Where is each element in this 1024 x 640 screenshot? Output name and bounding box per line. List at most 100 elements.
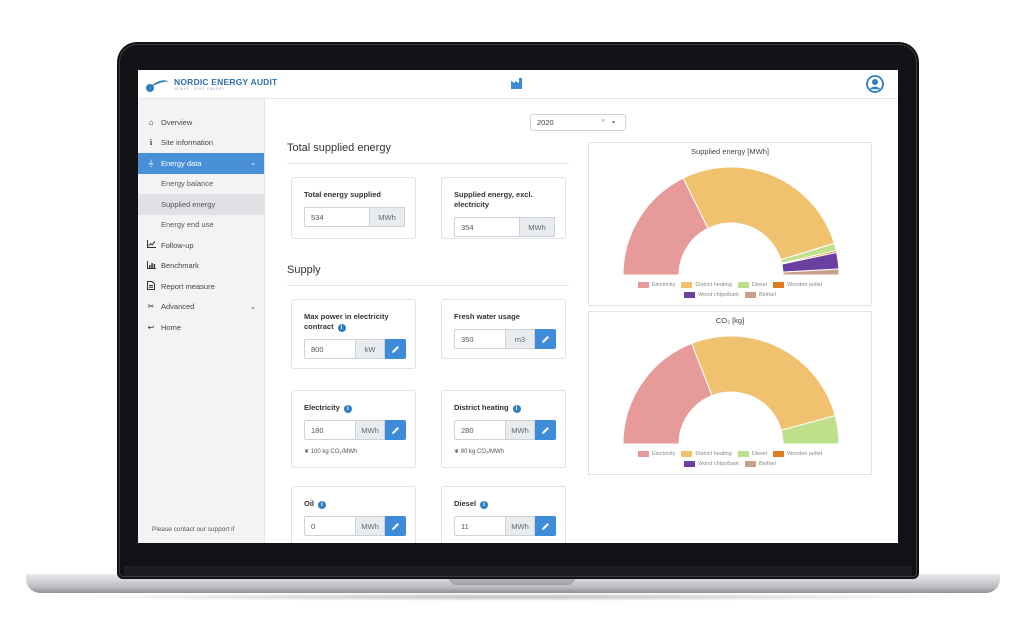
sidebar-item-report-measure[interactable]: Report measure <box>138 276 264 297</box>
area-chart-icon <box>146 240 156 250</box>
chart-legend: Electricity District heating Diesel Wood… <box>589 449 871 469</box>
unit-label: MWh <box>506 420 535 440</box>
brand-tagline: INTAKE · POST ENERGY <box>174 87 225 91</box>
diesel-input[interactable]: 11 <box>454 516 506 536</box>
document-icon <box>146 280 156 292</box>
brand-logo[interactable]: NORDIC ENERGY AUDIT INTAKE · POST ENERGY <box>146 75 277 95</box>
legend-item: Wooden pellet <box>773 282 822 288</box>
edit-button[interactable] <box>535 420 556 440</box>
card-total-energy: Total energy supplied 534 MWh <box>291 177 416 239</box>
max-power-input[interactable]: 800 <box>304 339 356 359</box>
donut-slice-diesel[interactable] <box>780 414 840 445</box>
electricity-input[interactable]: 180 <box>304 420 356 440</box>
info-icon[interactable]: i <box>512 405 521 413</box>
card-supplied-excl-electricity: Supplied energy, excl. electricity 354 MW… <box>441 177 566 239</box>
card-oil: Oil i 0 MWh <box>291 486 416 543</box>
section-divider <box>287 285 569 286</box>
edit-button[interactable] <box>535 516 556 536</box>
site-selector[interactable] <box>528 76 640 93</box>
info-icon[interactable]: i <box>480 501 489 509</box>
sidebar-item-label: Benchmark <box>161 261 199 271</box>
diesel-label: Diesel i <box>454 499 489 509</box>
sidebar-item-benchmark[interactable]: Benchmark <box>138 256 264 277</box>
card-diesel: Diesel i 11 MWh <box>441 486 566 543</box>
info-icon[interactable]: i <box>318 501 327 509</box>
factory-icon <box>511 78 522 89</box>
info-icon: i <box>149 138 153 148</box>
clear-icon[interactable]: × <box>601 118 606 125</box>
total-energy-value: 534 <box>304 207 370 227</box>
pencil-icon <box>392 426 399 434</box>
district-heating-input[interactable]: 280 <box>454 420 506 440</box>
electricity-label: Electricity i <box>304 403 352 413</box>
oil-field: 0 MWh <box>304 516 406 536</box>
legend-item: Wood chips/bark <box>684 292 739 298</box>
sidebar-item-label: Energy end use <box>161 220 214 230</box>
sidebar-item-label: Advanced <box>161 302 195 312</box>
donut-chart <box>622 166 840 276</box>
sidebar-item-energy-balance[interactable]: Energy balance <box>138 174 264 195</box>
top-bar: NORDIC ENERGY AUDIT INTAKE · POST ENERGY <box>138 70 898 99</box>
chevron-down-icon[interactable]: ▾ <box>612 120 616 126</box>
laptop-hinge <box>124 566 912 576</box>
unit-label: MWh <box>520 217 555 237</box>
sidebar-item-supplied-energy[interactable]: Supplied energy <box>138 194 264 215</box>
edit-button[interactable] <box>385 516 406 536</box>
diesel-field: 11 MWh <box>454 516 556 536</box>
card-electricity: Electricity i 180 MWh ❦ 100 kg CO₂/MWh <box>291 390 416 468</box>
user-avatar-icon[interactable] <box>866 75 884 93</box>
max-power-field: 800 kW <box>304 339 406 359</box>
legend-item: District heating <box>681 282 732 288</box>
sidebar-item-advanced[interactable]: ✂ Advanced ⌄ <box>138 297 264 318</box>
pencil-icon <box>542 522 549 530</box>
brand-name: NORDIC ENERGY AUDIT <box>174 77 278 87</box>
donut-slice-biofuel[interactable] <box>782 268 840 276</box>
sidebar-item-label: Energy balance <box>161 179 214 189</box>
unit-label: m3 <box>506 329 535 349</box>
chart-title: Supplied energy [MWh] <box>691 147 769 156</box>
excl-electricity-value: 354 <box>454 217 520 237</box>
laptop-notch <box>448 574 576 585</box>
sidebar-item-label: Follow-up <box>161 240 194 250</box>
sidebar-item-site-information[interactable]: i Site information <box>138 133 264 154</box>
chevron-down-icon: ⌄ <box>250 160 256 168</box>
total-energy-label: Total energy supplied <box>304 190 381 199</box>
info-icon[interactable]: i <box>337 324 346 332</box>
sidebar-item-follow-up[interactable]: Follow-up <box>138 235 264 256</box>
sidebar-item-label: Supplied energy <box>161 199 216 209</box>
emission-factor: ❦ 90 kg CO₂/MWh <box>454 449 505 455</box>
sidebar-item-label: Overview <box>161 117 193 127</box>
sidebar-item-overview[interactable]: ⌂ Overview <box>138 112 264 133</box>
legend-item: Wood chips/bark <box>684 461 739 467</box>
excl-electricity-field: 354 MWh <box>454 217 555 237</box>
edit-button[interactable] <box>385 339 406 359</box>
emission-factor: ❦ 100 kg CO₂/MWh <box>304 449 358 455</box>
chevron-down-icon: ⌄ <box>250 303 256 311</box>
chart-supplied-energy: Supplied energy [MWh] Electricity Distri… <box>588 142 872 306</box>
oil-input[interactable]: 0 <box>304 516 356 536</box>
laptop-shadow <box>40 593 986 601</box>
sidebar-item-home[interactable]: ↩ Home <box>138 317 264 338</box>
fresh-water-input[interactable]: 350 <box>454 329 506 349</box>
sidebar-item-energy-data[interactable]: ⏚ Energy data ⌄ <box>138 153 264 174</box>
pencil-icon <box>392 522 399 530</box>
donut-slice-district-heating[interactable] <box>691 335 836 431</box>
card-fresh-water: Fresh water usage 350 m3 <box>441 299 566 359</box>
year-select[interactable]: 2020 × ▾ <box>530 114 626 131</box>
district-heating-field: 280 MWh <box>454 420 556 440</box>
info-icon[interactable]: i <box>343 405 352 413</box>
donut-slice-district-heating[interactable] <box>682 166 835 261</box>
sidebar-item-label: Report measure <box>161 281 215 291</box>
edit-button[interactable] <box>535 329 556 349</box>
bar-chart-icon <box>146 260 156 271</box>
donut-chart <box>622 335 840 445</box>
legend-item: Electricity <box>637 282 675 288</box>
unit-label: MWh <box>356 516 385 536</box>
edit-button[interactable] <box>385 420 406 440</box>
sidebar-nav: ⌂ Overview i Site information ⏚ Energy data… <box>138 99 264 338</box>
section-title-supply: Supply <box>287 264 321 276</box>
legend-item: District heating <box>681 451 732 457</box>
oil-label: Oil i <box>304 499 327 509</box>
logo-icon <box>146 78 170 92</box>
sidebar-item-energy-end-use[interactable]: Energy end use <box>138 215 264 236</box>
